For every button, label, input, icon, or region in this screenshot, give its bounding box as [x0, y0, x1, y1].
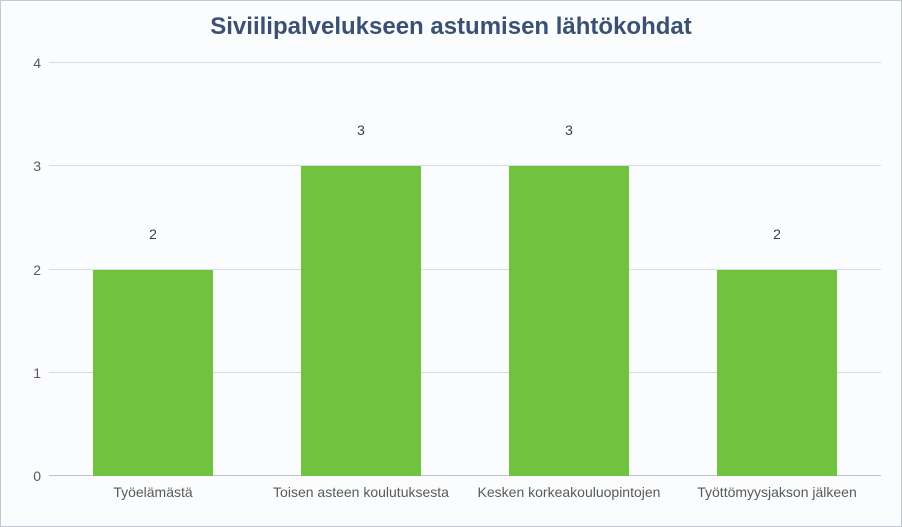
x-tick-label: Työelämästä: [49, 476, 257, 502]
y-tick-label: 4: [15, 55, 41, 71]
x-tick-label: Työttömyysjakson jälkeen: [673, 476, 881, 502]
chart-title: Siviilipalvelukseen astumisen lähtökohda…: [1, 1, 901, 49]
y-tick-label: 1: [15, 365, 41, 381]
y-tick-label: 0: [15, 468, 41, 484]
x-tick-label: Toisen asteen koulutuksesta: [257, 476, 465, 502]
x-tick-label: Kesken korkeakouluopintojen: [465, 476, 673, 502]
bar: [93, 270, 214, 477]
data-label: 3: [465, 122, 673, 144]
bar: [509, 166, 630, 476]
bar-slot: 2Työttömyysjakson jälkeen: [673, 63, 881, 476]
bar-slot: 3Kesken korkeakouluopintojen: [465, 63, 673, 476]
y-tick-label: 3: [15, 158, 41, 174]
data-label: 2: [673, 226, 881, 248]
bar-slot: 2Työelämästä: [49, 63, 257, 476]
y-tick-label: 2: [15, 262, 41, 278]
bar-slot: 3Toisen asteen koulutuksesta: [257, 63, 465, 476]
chart-container: Siviilipalvelukseen astumisen lähtökohda…: [0, 0, 902, 527]
plot-area: 012342Työelämästä3Toisen asteen koulutuk…: [49, 63, 881, 476]
data-label: 3: [257, 122, 465, 144]
bar: [301, 166, 422, 476]
bar: [717, 270, 838, 477]
data-label: 2: [49, 226, 257, 248]
